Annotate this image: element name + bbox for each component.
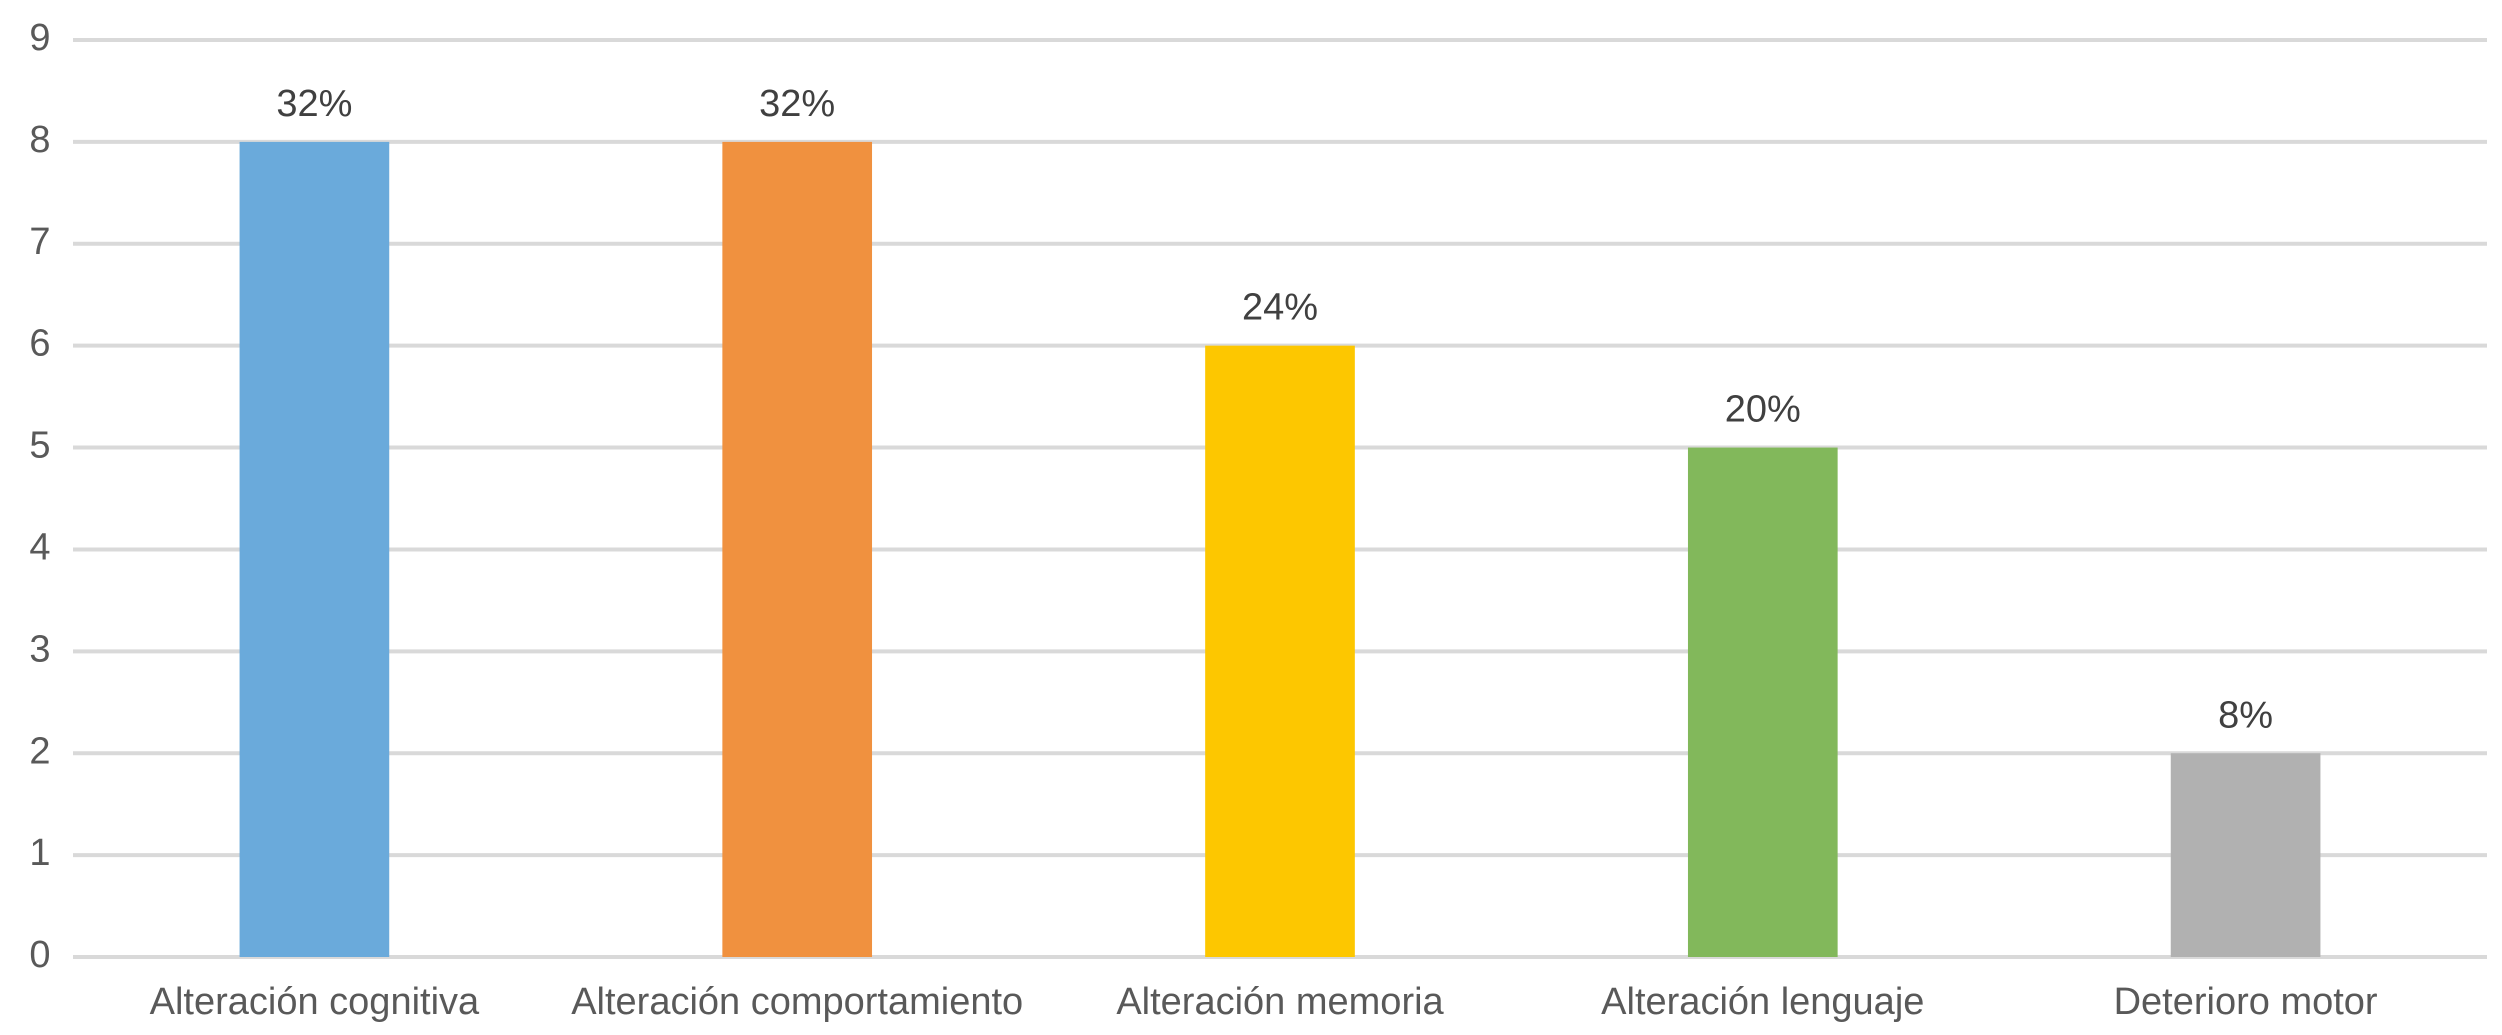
value-label: 20% <box>1725 389 1801 431</box>
bar <box>1205 345 1355 958</box>
y-tick-label: 1 <box>29 832 50 874</box>
y-tick-label: 7 <box>29 221 50 263</box>
value-label: 8% <box>2218 694 2273 736</box>
y-tick-label: 3 <box>29 628 50 670</box>
bar <box>1687 447 1838 957</box>
x-tick-label: Alteración cognitiva <box>150 981 480 1023</box>
y-tick-label: 0 <box>29 934 50 976</box>
y-tick-label: 8 <box>29 119 50 161</box>
x-tick-label: Alteración comportamiento <box>571 981 1023 1023</box>
bar <box>239 141 390 957</box>
x-tick-label: Alteración lenguaje <box>1601 981 1924 1023</box>
y-tick-label: 6 <box>29 323 50 365</box>
x-tick-label: Deterioro motor <box>2114 981 2378 1023</box>
y-tick-label: 2 <box>29 730 50 772</box>
y-tick-label: 5 <box>29 425 50 467</box>
bar <box>2170 753 2321 957</box>
bar <box>722 141 873 957</box>
value-label: 32% <box>759 83 835 125</box>
value-label: 32% <box>276 83 352 125</box>
value-label: 24% <box>1242 287 1318 329</box>
x-tick-label: Alteración memoria <box>1116 981 1444 1023</box>
y-tick-label: 4 <box>29 526 50 568</box>
y-tick-label: 9 <box>29 17 50 59</box>
